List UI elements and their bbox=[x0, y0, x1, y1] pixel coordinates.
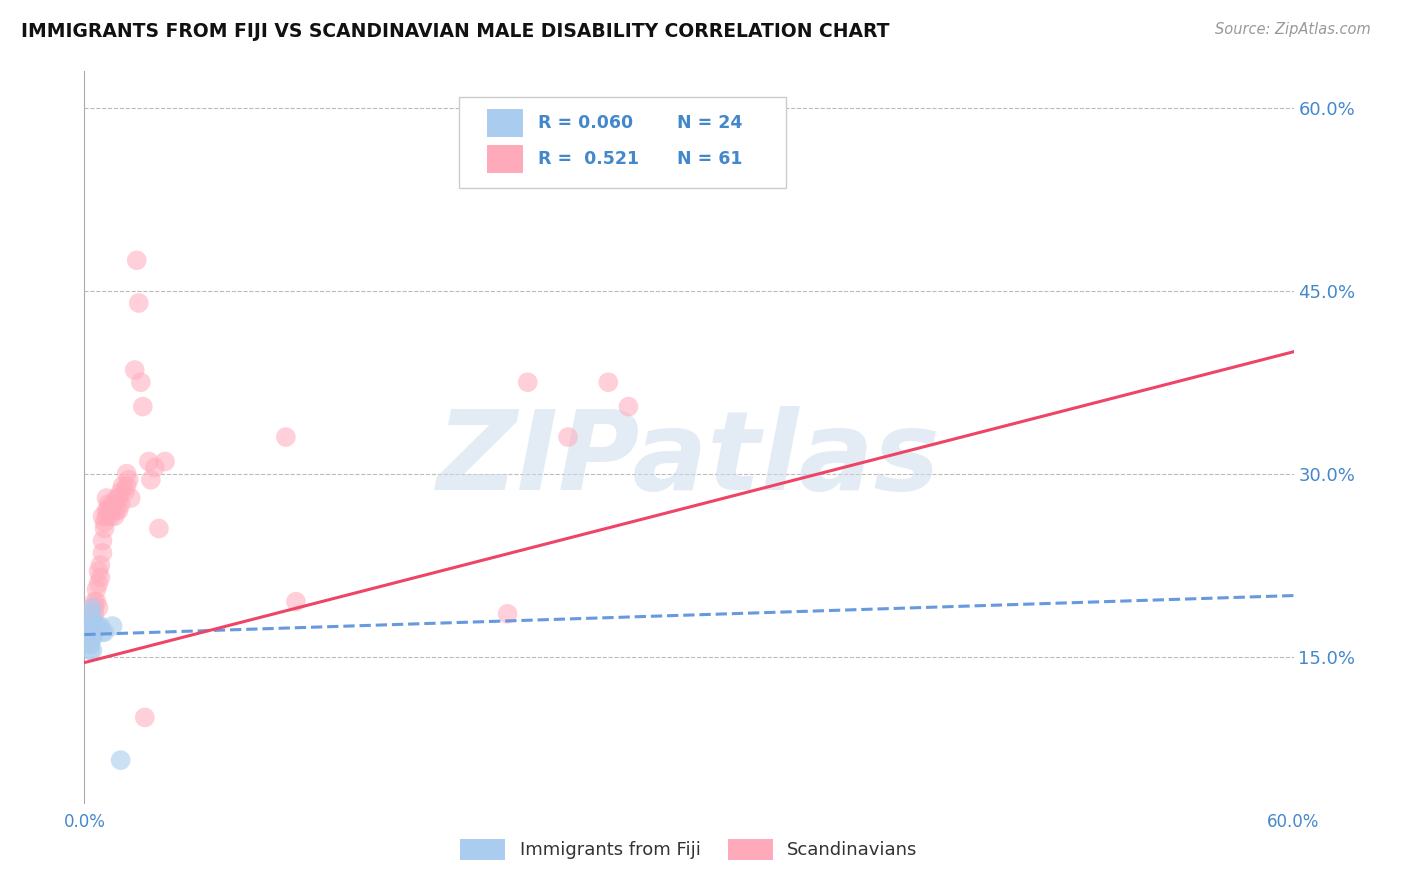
Bar bbox=[486, 145, 523, 173]
Point bbox=[87, 619, 110, 633]
Point bbox=[274, 430, 297, 444]
Point bbox=[79, 625, 101, 640]
Point bbox=[118, 473, 141, 487]
Point bbox=[100, 503, 122, 517]
Point bbox=[83, 625, 105, 640]
Bar bbox=[486, 110, 523, 137]
Point bbox=[138, 454, 160, 468]
Point bbox=[89, 619, 111, 633]
Point bbox=[82, 632, 104, 646]
Text: R =  0.521: R = 0.521 bbox=[538, 150, 638, 168]
Point bbox=[124, 363, 146, 377]
Point bbox=[83, 594, 105, 608]
Text: IMMIGRANTS FROM FIJI VS SCANDINAVIAN MALE DISABILITY CORRELATION CHART: IMMIGRANTS FROM FIJI VS SCANDINAVIAN MAL… bbox=[21, 22, 890, 41]
Point bbox=[125, 253, 148, 268]
Point bbox=[83, 607, 105, 621]
Point bbox=[128, 296, 150, 310]
Point bbox=[105, 491, 128, 505]
Point bbox=[93, 521, 115, 535]
Point bbox=[97, 503, 120, 517]
Point bbox=[132, 400, 155, 414]
Point bbox=[104, 509, 127, 524]
Point bbox=[83, 619, 105, 633]
Point bbox=[96, 509, 118, 524]
Point bbox=[617, 400, 640, 414]
Point bbox=[93, 625, 115, 640]
Text: N = 61: N = 61 bbox=[676, 150, 742, 168]
Point bbox=[93, 516, 115, 530]
FancyBboxPatch shape bbox=[460, 97, 786, 188]
Point bbox=[91, 533, 114, 548]
Point bbox=[83, 625, 105, 640]
Point bbox=[516, 375, 538, 389]
Point bbox=[96, 491, 118, 505]
Point bbox=[82, 619, 104, 633]
Point bbox=[148, 521, 170, 535]
Point bbox=[101, 497, 124, 511]
Point bbox=[89, 558, 111, 573]
Point bbox=[87, 564, 110, 578]
Point bbox=[285, 594, 308, 608]
Point bbox=[101, 503, 124, 517]
Point bbox=[79, 637, 101, 651]
Legend: Immigrants from Fiji, Scandinavians: Immigrants from Fiji, Scandinavians bbox=[453, 831, 925, 867]
Point bbox=[82, 643, 104, 657]
Point bbox=[496, 607, 519, 621]
Point bbox=[83, 600, 105, 615]
Point bbox=[110, 485, 132, 500]
Point bbox=[82, 619, 104, 633]
Point bbox=[110, 497, 132, 511]
Point bbox=[134, 710, 156, 724]
Point bbox=[115, 467, 138, 481]
Point bbox=[82, 600, 104, 615]
Point bbox=[79, 619, 101, 633]
Point bbox=[96, 503, 118, 517]
Point bbox=[86, 619, 108, 633]
Point bbox=[79, 632, 101, 646]
Point bbox=[79, 607, 101, 621]
Point bbox=[115, 479, 138, 493]
Text: Source: ZipAtlas.com: Source: ZipAtlas.com bbox=[1215, 22, 1371, 37]
Point bbox=[82, 613, 104, 627]
Point bbox=[91, 509, 114, 524]
Point bbox=[79, 643, 101, 657]
Point bbox=[120, 491, 142, 505]
Point bbox=[104, 497, 127, 511]
Point bbox=[82, 623, 104, 637]
Point bbox=[114, 485, 136, 500]
Point bbox=[143, 460, 166, 475]
Point bbox=[79, 637, 101, 651]
Point bbox=[97, 497, 120, 511]
Point bbox=[86, 594, 108, 608]
Point bbox=[87, 600, 110, 615]
Point bbox=[598, 375, 620, 389]
Point bbox=[86, 582, 108, 597]
Point bbox=[82, 613, 104, 627]
Point bbox=[139, 473, 162, 487]
Point bbox=[107, 503, 129, 517]
Point bbox=[79, 619, 101, 633]
Point bbox=[91, 546, 114, 560]
Point bbox=[82, 625, 104, 640]
Point bbox=[100, 509, 122, 524]
Text: R = 0.060: R = 0.060 bbox=[538, 114, 633, 132]
Point bbox=[91, 625, 114, 640]
Point bbox=[557, 430, 579, 444]
Text: N = 24: N = 24 bbox=[676, 114, 742, 132]
Point bbox=[129, 375, 152, 389]
Point bbox=[107, 491, 129, 505]
Point bbox=[87, 576, 110, 591]
Point bbox=[111, 479, 134, 493]
Point bbox=[105, 503, 128, 517]
Point bbox=[79, 632, 101, 646]
Point bbox=[153, 454, 176, 468]
Point bbox=[101, 619, 124, 633]
Point bbox=[89, 570, 111, 584]
Text: ZIPatlas: ZIPatlas bbox=[437, 406, 941, 513]
Point bbox=[79, 625, 101, 640]
Point bbox=[110, 753, 132, 767]
